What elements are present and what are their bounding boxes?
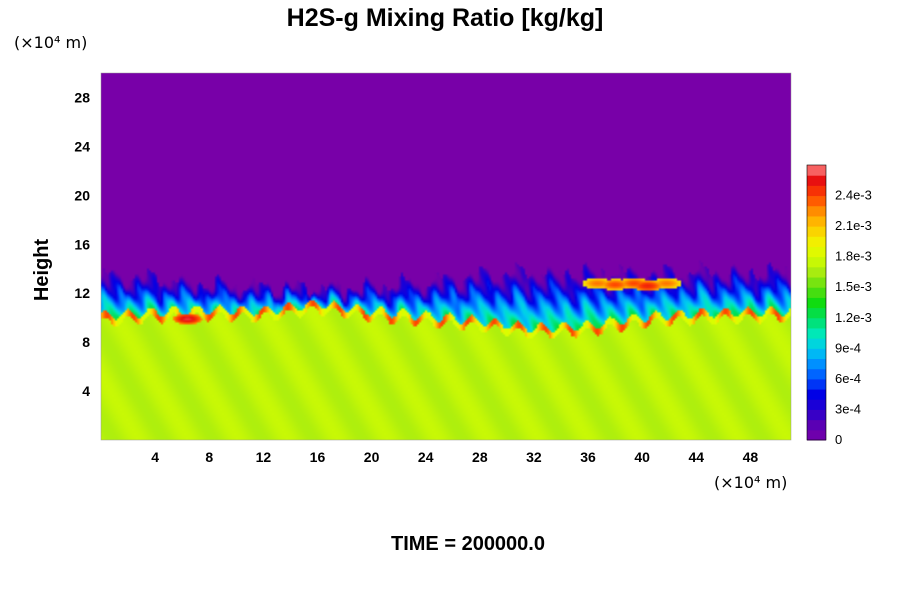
colorbar-tick-label: 6e-4 <box>835 371 861 386</box>
y-tick-label: 24 <box>74 138 90 154</box>
x-axis-unit: (×10⁴ m) <box>714 473 787 492</box>
x-tick-label: 8 <box>205 449 213 465</box>
colorbar-swatch <box>807 165 826 176</box>
colorbar-tick-label: 1.5e-3 <box>835 279 872 294</box>
colorbar-swatch <box>807 399 826 410</box>
x-tick-label: 16 <box>310 449 326 465</box>
colorbar-tick-label: 3e-4 <box>835 401 861 416</box>
x-tick-label: 24 <box>418 449 434 465</box>
x-tick-label: 44 <box>689 449 705 465</box>
y-axis-ticks: 4 8 12 16 20 24 28 <box>74 89 90 399</box>
colorbar-labels: 0 3e-4 6e-4 9e-4 1.2e-3 1.5e-3 1.8e-3 2.1e-3 2.4… <box>835 188 872 447</box>
colorbar-swatch <box>807 215 826 227</box>
y-tick-label: 12 <box>74 285 90 301</box>
colorbar-swatch <box>807 307 826 319</box>
chart-title: H2S-g Mixing Ratio [kg/kg] <box>287 4 604 32</box>
colorbar-swatch <box>807 327 826 339</box>
colorbar-swatch <box>807 205 826 217</box>
colorbar-swatch <box>807 277 826 288</box>
colorbar-swatch <box>807 246 826 258</box>
colorbar-swatch <box>807 378 826 390</box>
colorbar-swatch <box>807 429 826 441</box>
x-tick-label: 32 <box>526 449 542 465</box>
x-tick-label: 20 <box>364 449 380 465</box>
x-tick-label: 40 <box>634 449 650 465</box>
colorbar-swatch <box>807 358 826 370</box>
colorbar-swatch <box>807 195 826 207</box>
colorbar-swatch <box>807 266 826 278</box>
colorbar-swatch <box>807 317 826 329</box>
colorbar-swatch <box>807 175 826 186</box>
colorbar-tick-label: 2.1e-3 <box>835 218 872 233</box>
x-tick-label: 36 <box>580 449 596 465</box>
heatmap-field <box>101 73 791 440</box>
time-label: TIME = 200000.0 <box>391 533 545 555</box>
colorbar-tick-label: 2.4e-3 <box>835 188 872 203</box>
x-tick-label: 48 <box>743 449 759 465</box>
colorbar-frame <box>806 164 827 441</box>
x-tick-label: 28 <box>472 449 488 465</box>
colorbar-tick-label: 0 <box>835 432 842 447</box>
colorbar-swatch <box>807 297 826 309</box>
x-axis-ticks: 4 8 12 16 20 24 28 32 36 40 44 48 <box>151 449 758 465</box>
colorbar-tick-label: 9e-4 <box>835 340 861 355</box>
colorbar-swatch <box>807 419 826 431</box>
plot-area <box>100 72 792 441</box>
x-tick-label: 4 <box>151 449 159 465</box>
y-tick-label: 20 <box>74 187 90 203</box>
y-axis-label: Height <box>31 239 53 302</box>
colorbar-tick-label: 1.2e-3 <box>835 310 872 325</box>
plot-frame <box>100 72 792 441</box>
y-tick-label: 16 <box>74 236 90 252</box>
y-tick-label: 4 <box>82 383 90 399</box>
colorbar <box>806 164 827 441</box>
y-axis-unit: (×10⁴ m) <box>14 33 87 52</box>
y-tick-label: 28 <box>74 89 90 105</box>
colorbar-swatch <box>807 338 826 349</box>
colorbar-swatch <box>807 236 826 247</box>
colorbar-swatch <box>807 256 826 268</box>
colorbar-swatch <box>807 348 826 360</box>
y-tick-label: 8 <box>82 334 90 350</box>
colorbar-swatch <box>807 368 826 380</box>
colorbar-swatch <box>807 226 826 237</box>
colorbar-swatch <box>807 389 826 400</box>
colorbar-swatch <box>807 287 826 298</box>
colorbar-swatch <box>807 185 826 197</box>
colorbar-swatch <box>807 409 826 421</box>
colorbar-tick-label: 1.8e-3 <box>835 249 872 264</box>
x-tick-label: 12 <box>256 449 272 465</box>
